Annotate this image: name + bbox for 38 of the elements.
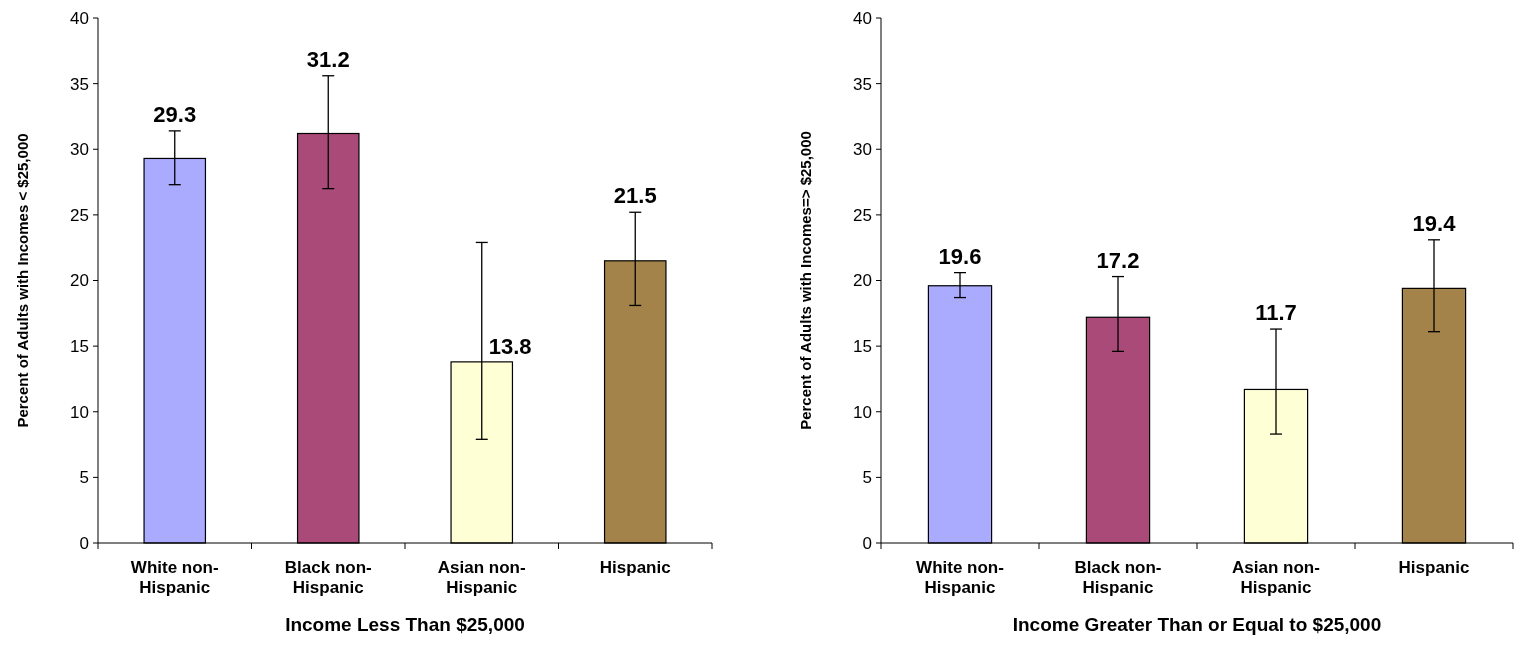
data-label: 13.8: [488, 333, 532, 359]
y-tick-label: 5: [862, 468, 872, 488]
y-tick-label: 10: [70, 402, 89, 422]
x-tick-label: Hispanic: [1398, 558, 1470, 577]
y-tick-label: 5: [79, 468, 89, 488]
y-tick-label: 35: [70, 74, 89, 94]
x-axis-title: Income Greater Than or Equal to $25,000: [1012, 614, 1382, 635]
data-label: 29.3: [153, 101, 197, 127]
y-tick-label: 40: [70, 8, 89, 28]
y-tick-label: 15: [853, 337, 872, 357]
y-tick-label: 30: [70, 140, 89, 160]
y-axis-title: Percent of Adults with Incomes=> $25,000: [797, 131, 814, 430]
y-tick-label: 10: [853, 402, 872, 422]
y-tick-label: 25: [70, 205, 89, 225]
data-label: 11.7: [1255, 300, 1297, 326]
x-tick-label: Asian non-Hispanic: [1232, 558, 1320, 597]
y-tick-label: 35: [853, 74, 872, 94]
x-tick-label: Asian non-Hispanic: [437, 558, 526, 597]
x-tick-label: Black non-Hispanic: [284, 558, 372, 597]
y-tick-label: 30: [853, 140, 872, 160]
data-label: 21.5: [613, 183, 657, 209]
x-tick-label: White non-Hispanic: [916, 558, 1004, 597]
x-tick-label: Hispanic: [599, 558, 671, 577]
y-tick-label: 20: [853, 271, 872, 291]
x-axis-title: Income Less Than $25,000: [285, 614, 525, 635]
y-tick-label: 0: [79, 533, 89, 553]
data-label: 31.2: [306, 46, 350, 72]
x-tick-label: Black non-Hispanic: [1074, 558, 1162, 597]
x-tick-label: White non-Hispanic: [130, 558, 219, 597]
y-axis-title: Percent of Adults with Incomes < $25,000: [14, 133, 31, 428]
data-label: 19.4: [1412, 210, 1457, 236]
y-tick-label: 0: [862, 533, 872, 553]
y-tick-label: 25: [853, 205, 872, 225]
data-label: 17.2: [1096, 247, 1140, 273]
y-tick-label: 40: [853, 8, 872, 28]
y-tick-label: 15: [70, 337, 89, 357]
data-label: 19.6: [938, 243, 982, 269]
y-tick-label: 20: [70, 271, 89, 291]
